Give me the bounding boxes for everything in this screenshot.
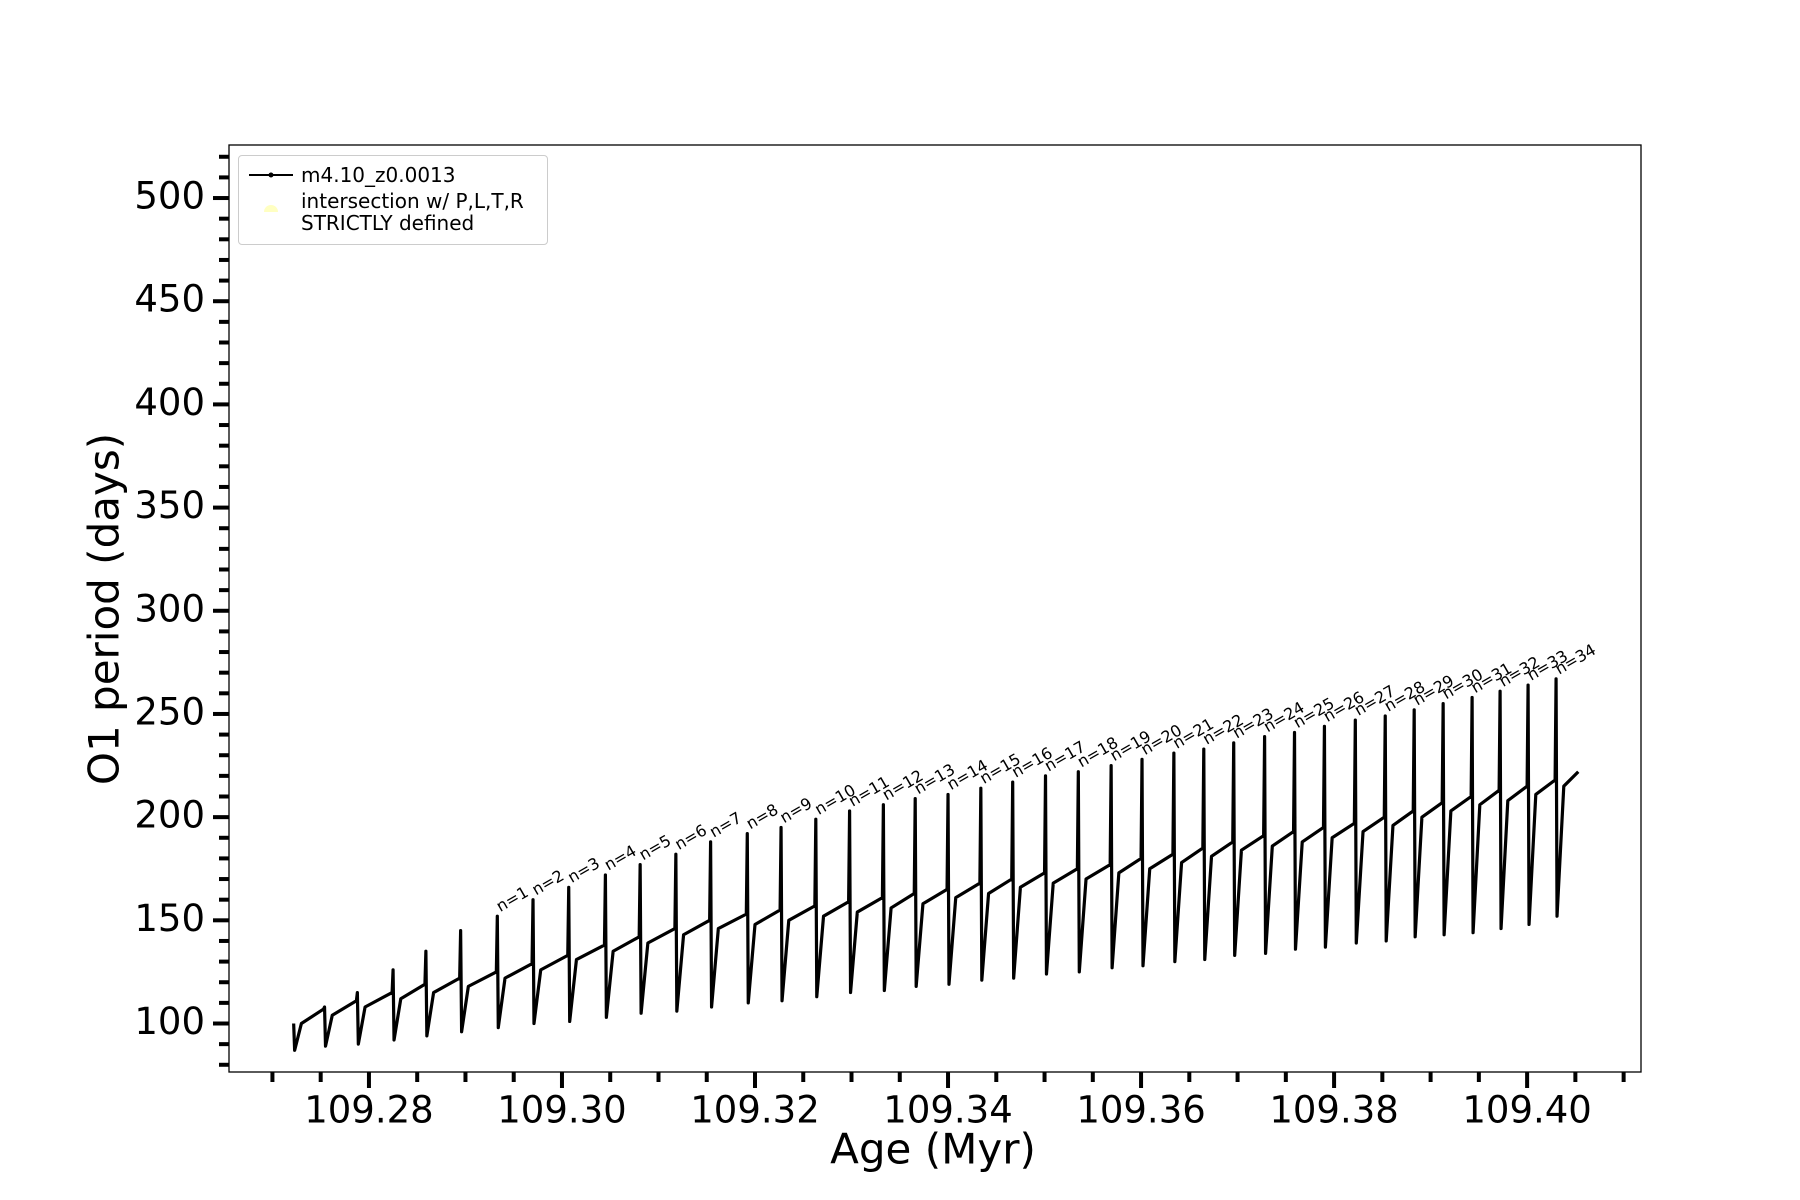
y-tick-label: 250 [134, 690, 205, 733]
legend-marker [264, 205, 278, 212]
legend-key [249, 172, 293, 178]
plot-frame [228, 144, 1642, 1073]
legend-key [264, 205, 278, 212]
x-tick-label: 109.34 [883, 1089, 1012, 1132]
x-axis-label: Age (Myr) [830, 1125, 1036, 1174]
y-tick-label: 450 [134, 278, 205, 321]
y-tick-label: 150 [134, 897, 205, 940]
legend-label: m4.10_z0.0013 [301, 163, 456, 187]
y-axis-label: O1 period (days) [80, 433, 129, 785]
legend-entry: intersection w/ P,L,T,R STRICTLY defined [239, 190, 547, 234]
legend-label: intersection w/ P,L,T,R STRICTLY defined [301, 189, 524, 235]
legend: m4.10_z0.0013 intersection w/ P,L,T,R STR… [238, 155, 548, 245]
annotation: n=34 [1552, 640, 1600, 678]
annotation: n=8 [743, 800, 782, 833]
x-tick-label: 109.32 [690, 1089, 819, 1132]
annotation: n=1 [493, 882, 532, 915]
annotation: n=7 [706, 808, 745, 841]
x-tick-label: 109.40 [1462, 1089, 1591, 1132]
annotation: n=3 [564, 853, 603, 886]
y-tick-label: 300 [134, 587, 205, 630]
y-tick-label: 200 [134, 794, 205, 837]
annotation: n=5 [636, 831, 675, 864]
y-tick-label: 400 [134, 381, 205, 424]
data-line [292, 677, 1580, 1052]
legend-marker [268, 172, 274, 178]
y-tick-label: 500 [134, 175, 205, 218]
annotation: n=2 [529, 866, 568, 899]
annotation: n=6 [671, 820, 710, 853]
y-tick-label: 100 [134, 1000, 205, 1043]
x-tick-label: 109.28 [304, 1089, 433, 1132]
x-tick-label: 109.30 [497, 1089, 626, 1132]
x-tick-label: 109.36 [1076, 1089, 1205, 1132]
annotation: n=4 [601, 841, 640, 874]
legend-entry: m4.10_z0.0013 [239, 164, 547, 186]
x-tick-label: 109.38 [1269, 1089, 1398, 1132]
annotation: n=9 [777, 794, 816, 827]
y-tick-label: 350 [134, 484, 205, 527]
